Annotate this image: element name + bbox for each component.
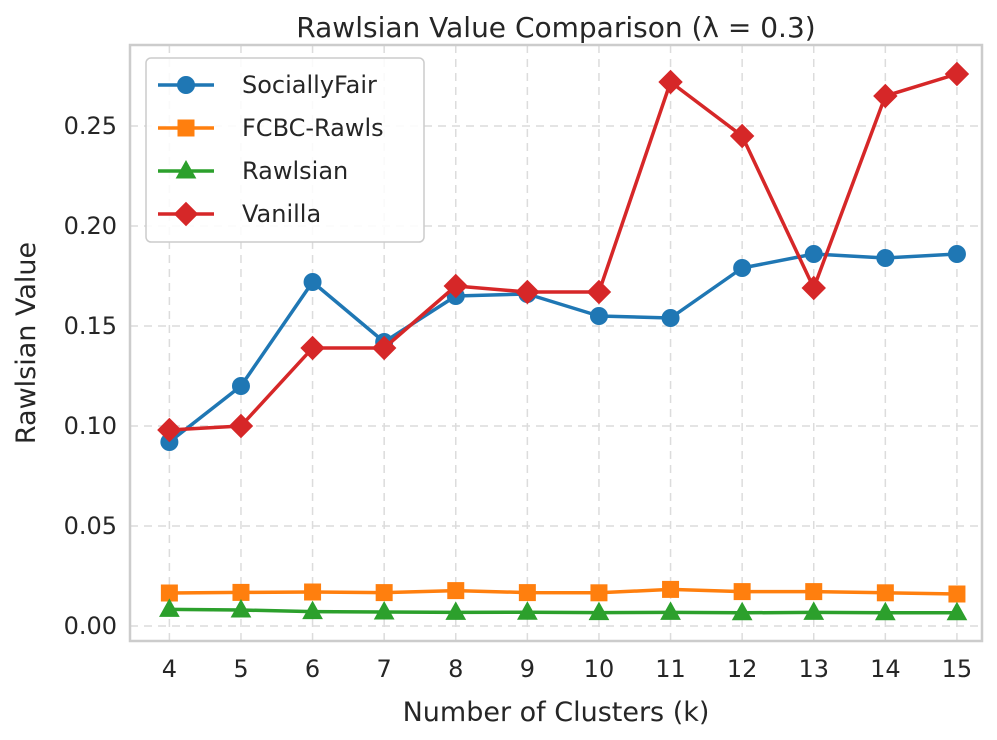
chart-title: Rawlsian Value Comparison (λ = 0.3) — [296, 11, 815, 44]
data-point-rawlsian — [731, 601, 753, 621]
x-tick-label: 8 — [448, 655, 463, 683]
data-point-vanilla — [157, 417, 182, 443]
y-axis-label: Rawlsian Value — [11, 242, 42, 444]
data-point-sociallyfair — [303, 273, 322, 291]
data-point-rawlsian — [517, 601, 538, 620]
data-point-rawlsian — [874, 601, 896, 621]
y-tick-label: 0.25 — [64, 112, 117, 140]
data-point-vanilla — [371, 335, 397, 361]
x-tick-label: 7 — [377, 655, 392, 683]
y-tick-label: 0.05 — [64, 512, 117, 540]
legend-item-vanilla: Vanilla — [158, 200, 321, 228]
legend-label: SociallyFair — [242, 71, 377, 99]
x-tick-label: 15 — [942, 655, 973, 683]
data-point-vanilla — [873, 83, 898, 109]
legend-marker — [175, 159, 197, 179]
data-point-vanilla — [586, 279, 612, 305]
data-point-rawlsian — [159, 598, 180, 617]
data-point-rawlsian — [373, 600, 395, 620]
data-point-fcbc-rawls — [590, 584, 608, 602]
data-point-vanilla — [944, 61, 970, 87]
data-point-vanilla — [801, 275, 826, 301]
x-tick-label: 6 — [305, 655, 320, 683]
legend-item-fcbc-rawls: FCBC-Rawls — [158, 114, 384, 142]
data-point-sociallyfair — [231, 377, 250, 395]
data-point-rawlsian — [230, 598, 252, 618]
data-point-fcbc-rawls — [733, 583, 751, 601]
data-point-fcbc-rawls — [232, 583, 250, 601]
x-tick-label: 13 — [798, 655, 829, 683]
data-point-fcbc-rawls — [805, 583, 823, 601]
x-axis-label: Number of Clusters (k) — [403, 697, 710, 728]
data-point-vanilla — [300, 335, 325, 361]
series-fcbc-rawls — [160, 580, 966, 603]
data-point-rawlsian — [803, 601, 825, 620]
legend-marker — [177, 76, 195, 94]
data-point-rawlsian — [588, 601, 610, 621]
legend-marker — [177, 119, 195, 137]
series-vanilla — [157, 61, 970, 443]
legend-item-sociallyfair: SociallyFair — [158, 71, 377, 99]
plot-frame — [128, 43, 984, 643]
data-point-vanilla — [443, 273, 468, 299]
data-point-vanilla — [515, 279, 540, 305]
series-rawlsian — [159, 598, 968, 621]
data-point-fcbc-rawls — [518, 584, 536, 602]
grid — [130, 45, 982, 641]
x-tick-label: 5 — [233, 655, 248, 683]
y-tick-label: 0.20 — [64, 212, 117, 240]
legend-item-rawlsian: Rawlsian — [158, 157, 348, 185]
data-point-sociallyfair — [804, 245, 823, 263]
data-point-rawlsian — [660, 601, 681, 620]
data-point-sociallyfair — [876, 249, 895, 267]
series-sociallyfair — [160, 245, 966, 451]
series-line-vanilla — [169, 72, 958, 432]
series-line-fcbc-rawls — [169, 587, 957, 596]
data-point-fcbc-rawls — [304, 583, 322, 601]
series-line-rawlsian — [169, 607, 957, 615]
data-point-sociallyfair — [733, 259, 752, 277]
data-point-fcbc-rawls — [375, 584, 393, 602]
data-point-rawlsian — [445, 601, 467, 620]
data-point-vanilla — [658, 69, 683, 95]
legend-label: FCBC-Rawls — [242, 114, 384, 142]
x-tick-label: 14 — [870, 655, 901, 683]
data-point-fcbc-rawls — [876, 584, 894, 602]
data-point-vanilla — [228, 413, 254, 439]
data-point-fcbc-rawls — [662, 580, 680, 598]
x-tick-label: 11 — [655, 655, 686, 683]
tick-labels: 4 5 6 7 8 9 10 11 12 13 14 15 0.00 0.05 0.10 0.15 0.20 0.… — [64, 112, 973, 683]
data-point-sociallyfair — [947, 245, 966, 263]
data-point-fcbc-rawls — [447, 582, 465, 600]
legend-label: Rawlsian — [242, 157, 348, 185]
legend-box — [145, 57, 425, 243]
data-point-fcbc-rawls — [948, 585, 966, 603]
data-point-vanilla — [729, 123, 755, 149]
legend-marker — [173, 201, 199, 227]
data-point-sociallyfair — [589, 307, 608, 325]
y-tick-label: 0.15 — [64, 312, 117, 340]
series-line-sociallyfair — [168, 252, 958, 444]
series-layer — [157, 61, 970, 621]
x-tick-label: 12 — [727, 655, 758, 683]
x-tick-label: 9 — [520, 655, 535, 683]
legend: SociallyFair FCBC-Rawls Rawlsian Vanilla — [145, 57, 425, 243]
legend-label: Vanilla — [242, 200, 321, 228]
x-tick-label: 4 — [162, 655, 177, 683]
y-tick-label: 0.00 — [64, 612, 117, 640]
data-point-rawlsian — [302, 600, 323, 620]
data-point-rawlsian — [946, 601, 968, 621]
data-point-sociallyfair — [661, 309, 680, 327]
x-tick-label: 10 — [584, 655, 615, 683]
y-tick-label: 0.10 — [64, 412, 117, 440]
